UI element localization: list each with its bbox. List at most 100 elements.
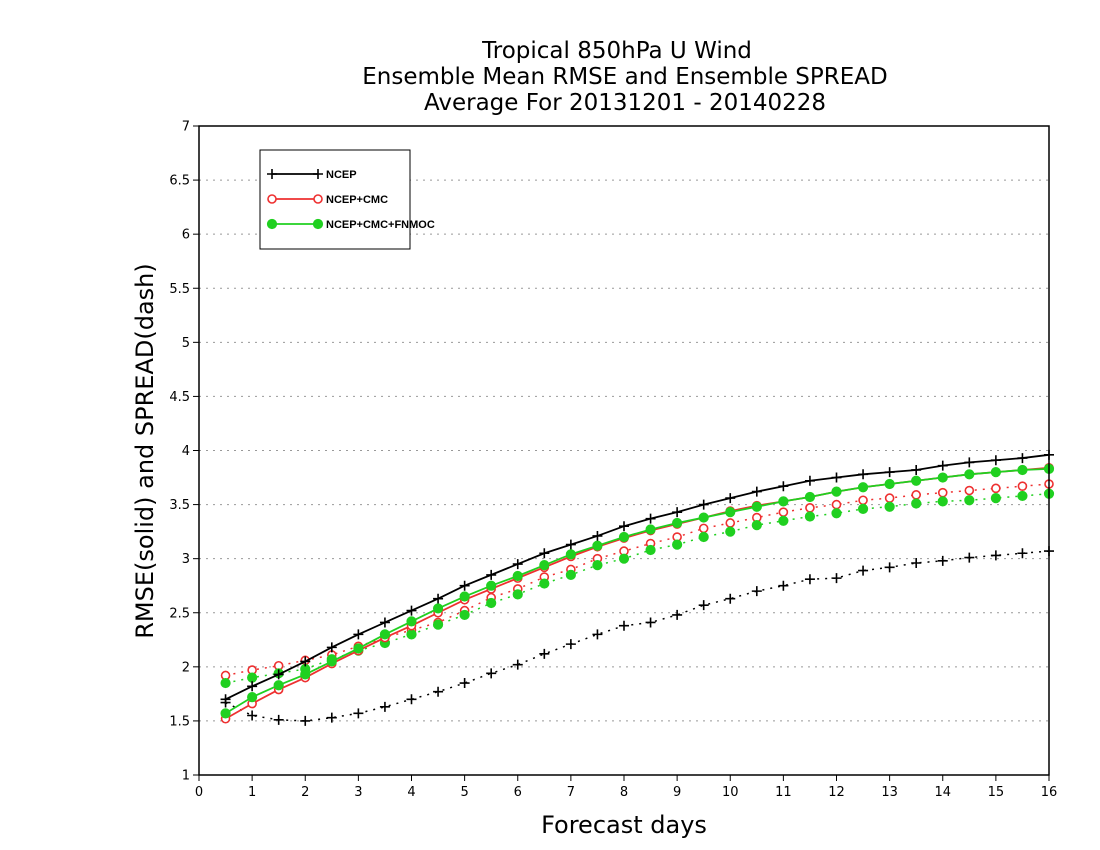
plus-marker: [619, 620, 629, 631]
x-tick-label: 6: [514, 785, 522, 800]
plus-marker: [267, 169, 277, 179]
filled-circle-marker: [831, 486, 842, 497]
plus-marker: [831, 573, 842, 584]
plus-marker: [379, 617, 390, 628]
x-tick-label: 5: [460, 785, 468, 800]
chart-title: Tropical 850hPa U Wind Ensemble Mean RMS…: [362, 38, 887, 116]
filled-circle-marker: [698, 531, 709, 543]
plus-marker: [406, 694, 417, 705]
rmse-line: [225, 453, 1050, 701]
filled-circle-marker: [618, 553, 630, 564]
filled-circle-marker: [486, 580, 497, 591]
open-circle-marker: [725, 518, 736, 528]
plus-marker: [459, 678, 470, 689]
open-circle-marker: [698, 523, 709, 534]
plus-marker: [592, 629, 603, 640]
x-tick-label: 10: [722, 785, 739, 800]
filled-circle-marker: [1017, 490, 1028, 502]
filled-circle-marker: [964, 495, 975, 506]
plus-marker: [831, 472, 842, 483]
filled-circle-marker: [220, 677, 231, 689]
filled-circle-marker: [592, 540, 603, 551]
filled-circle-marker: [326, 656, 337, 667]
plus-marker: [937, 555, 948, 566]
x-tick-label: 2: [301, 785, 309, 800]
legend-label: NCEP+CMC+FNMOC: [326, 219, 435, 231]
y-tick-label: 6.5: [169, 174, 190, 189]
plus-marker: [220, 694, 231, 705]
plus-marker: [911, 557, 922, 568]
grid-lines: [199, 179, 1049, 722]
y-tick-label: 5.5: [169, 282, 190, 297]
filled-circle-marker: [432, 619, 444, 630]
filled-circle-marker: [645, 524, 656, 535]
plus-marker: [326, 642, 337, 653]
x-tick-label: 4: [407, 785, 415, 800]
filled-circle-marker: [725, 507, 736, 518]
plus-marker: [725, 593, 736, 604]
filled-circle-marker: [539, 560, 550, 571]
filled-circle-marker: [911, 498, 922, 509]
legend-label: NCEP+CMC: [326, 194, 388, 206]
y-tick-label: 1.5: [169, 714, 190, 729]
plus-marker: [645, 513, 656, 524]
x-tick-label: 11: [775, 785, 792, 800]
plus-marker: [804, 475, 815, 486]
filled-circle-marker: [857, 503, 869, 515]
plus-marker: [990, 455, 1001, 466]
filled-circle-marker: [751, 501, 762, 512]
x-tick-label: 9: [673, 785, 681, 800]
plus-marker: [406, 605, 417, 616]
legend-label: NCEP: [326, 169, 357, 181]
plus-marker: [778, 580, 789, 591]
rmse-line: [225, 466, 1050, 720]
filled-circle-marker: [804, 511, 816, 522]
plus-marker: [300, 656, 311, 667]
plot-area: [220, 449, 1055, 726]
plus-marker: [247, 710, 258, 721]
x-axis-label: Forecast days: [541, 811, 707, 839]
filled-circle-marker: [672, 517, 683, 529]
plus-marker: [300, 715, 311, 726]
open-circle-marker: [991, 483, 1001, 494]
plus-marker: [937, 460, 948, 471]
filled-circle-marker: [964, 469, 975, 480]
plus-marker: [486, 569, 497, 580]
plus-marker: [672, 609, 683, 620]
open-circle-marker: [831, 499, 842, 510]
filled-circle-marker: [698, 512, 709, 523]
title-line-2: Ensemble Mean RMSE and Ensemble SPREAD: [362, 64, 887, 90]
plus-marker: [619, 521, 629, 532]
filled-circle-marker: [353, 643, 364, 654]
plus-marker: [565, 639, 576, 650]
filled-circle-marker: [937, 496, 948, 507]
x-tick-label: 12: [828, 785, 845, 800]
series-group: [220, 449, 1054, 705]
x-tick-label: 13: [881, 785, 898, 800]
filled-circle-marker: [592, 560, 603, 571]
filled-circle-marker: [857, 482, 869, 493]
filled-circle-marker: [432, 603, 444, 614]
filled-circle-marker: [565, 569, 576, 580]
rmse-line: [225, 467, 1050, 715]
plus-marker: [778, 481, 789, 492]
filled-circle-marker: [990, 492, 1001, 504]
y-tick-label: 7: [182, 120, 190, 135]
legend: NCEP NCEP+CMC NCEP+CMC+FNMOC: [259, 149, 435, 250]
title-line-1: Tropical 850hPa U Wind: [481, 38, 752, 64]
x-tick-label: 3: [354, 785, 362, 800]
plus-marker: [672, 507, 683, 518]
filled-circle-marker: [778, 496, 789, 507]
y-axis-ticks: 1 1.5 2 2.5 3 3.5 4 4.5 5 5.5 6 6.5 7: [169, 120, 199, 784]
plus-marker: [858, 469, 869, 480]
spread-line: [225, 550, 1050, 722]
plus-marker: [858, 565, 869, 576]
x-tick-label: 15: [988, 785, 1005, 800]
open-circle-marker: [1017, 481, 1028, 491]
filled-circle-marker: [247, 692, 258, 703]
plus-marker: [751, 486, 762, 497]
plus-marker: [459, 580, 470, 591]
filled-circle-marker: [804, 491, 816, 503]
plus-marker: [313, 169, 323, 179]
x-tick-label: 14: [934, 785, 951, 800]
